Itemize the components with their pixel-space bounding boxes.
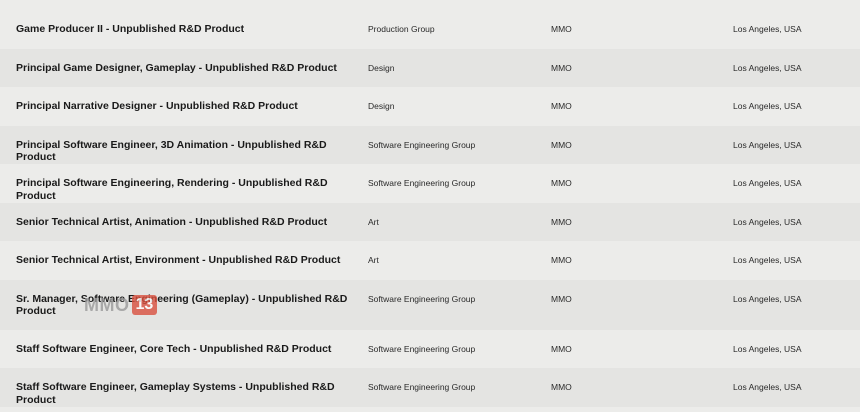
job-team: Software Engineering Group: [368, 343, 476, 354]
job-location: Los Angeles, USA: [733, 24, 802, 34]
job-unit: MMO: [551, 343, 572, 354]
job-unit: MMO: [551, 216, 572, 227]
job-team: Design: [368, 101, 395, 111]
job-row[interactable]: Staff Software Engineer, Gameplay System…: [0, 368, 860, 407]
job-title[interactable]: Senior Technical Artist, Environment - U…: [16, 254, 341, 266]
job-team: Software Engineering Group: [368, 139, 476, 150]
job-row[interactable]: Sr. Manager, Software Engineering (Gamep…: [0, 279, 860, 330]
job-title[interactable]: Senior Technical Artist, Animation - Unp…: [16, 215, 328, 228]
job-team: Production Group: [368, 24, 435, 34]
job-row[interactable]: Game Producer II - Unpublished R&D Produ…: [0, 10, 860, 49]
job-unit: MMO: [551, 139, 572, 150]
job-team: Software Engineering Group: [368, 178, 476, 188]
job-row[interactable]: Senior Technical Artist, Animation - Unp…: [0, 202, 860, 241]
job-unit: MMO: [551, 382, 572, 392]
job-team: Art: [368, 255, 379, 265]
job-team: Art: [368, 216, 379, 227]
job-unit: MMO: [551, 293, 572, 304]
job-title[interactable]: Principal Software Engineering, Renderin…: [16, 177, 328, 202]
job-row[interactable]: Principal Game Designer, Gameplay - Unpu…: [0, 48, 860, 87]
job-list: Game Producer II - Unpublished R&D Produ…: [0, 10, 860, 407]
job-row[interactable]: Principal Software Engineer, 3D Animatio…: [0, 125, 860, 164]
job-title[interactable]: Staff Software Engineer, Core Tech - Unp…: [16, 342, 332, 355]
job-location: Los Angeles, USA: [733, 62, 802, 73]
job-row[interactable]: Principal Narrative Designer - Unpublish…: [0, 87, 860, 126]
job-location: Los Angeles, USA: [733, 139, 802, 150]
job-team: Software Engineering Group: [368, 382, 476, 392]
job-unit: MMO: [551, 101, 572, 111]
job-unit: MMO: [551, 62, 572, 73]
job-title[interactable]: Principal Narrative Designer - Unpublish…: [16, 100, 298, 112]
job-unit: MMO: [551, 255, 572, 265]
job-team: Software Engineering Group: [368, 293, 476, 304]
job-location: Los Angeles, USA: [733, 343, 802, 354]
job-location: Los Angeles, USA: [733, 293, 802, 304]
job-title[interactable]: Staff Software Engineer, Gameplay System…: [16, 381, 335, 406]
job-title[interactable]: Principal Software Engineer, 3D Animatio…: [16, 138, 327, 164]
job-row[interactable]: Staff Software Engineer, Core Tech - Unp…: [0, 330, 860, 369]
job-location: Los Angeles, USA: [733, 101, 802, 111]
job-row[interactable]: Senior Technical Artist, Environment - U…: [0, 241, 860, 280]
job-unit: MMO: [551, 24, 572, 34]
job-location: Los Angeles, USA: [733, 178, 802, 188]
job-location: Los Angeles, USA: [733, 216, 802, 227]
job-row[interactable]: Principal Software Engineering, Renderin…: [0, 164, 860, 203]
job-title[interactable]: Sr. Manager, Software Engineering (Gamep…: [16, 292, 348, 318]
job-location: Los Angeles, USA: [733, 255, 802, 265]
job-location: Los Angeles, USA: [733, 382, 802, 392]
job-title[interactable]: Principal Game Designer, Gameplay - Unpu…: [16, 61, 337, 74]
job-title[interactable]: Game Producer II - Unpublished R&D Produ…: [16, 23, 245, 35]
job-unit: MMO: [551, 178, 572, 188]
job-team: Design: [368, 62, 395, 73]
